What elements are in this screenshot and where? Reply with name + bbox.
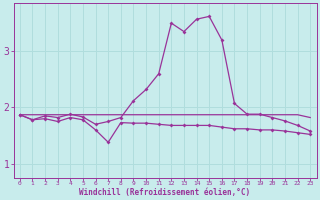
X-axis label: Windchill (Refroidissement éolien,°C): Windchill (Refroidissement éolien,°C) <box>79 188 251 197</box>
